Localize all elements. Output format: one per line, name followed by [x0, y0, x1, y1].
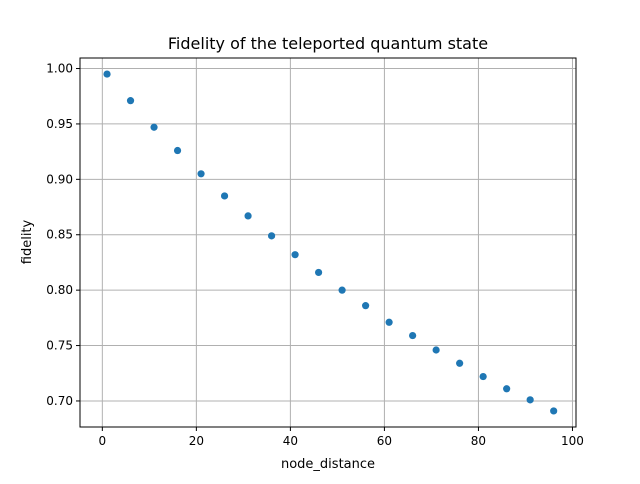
data-point: [456, 359, 464, 367]
data-point: [314, 268, 323, 277]
data-point: [150, 123, 158, 131]
data-point: [338, 286, 346, 294]
x-tick-label: 0: [99, 434, 107, 448]
y-tick-label: 0.80: [46, 283, 73, 297]
x-tick-label: 20: [189, 434, 204, 448]
data-point: [197, 170, 205, 178]
chart-title: Fidelity of the teleported quantum state: [168, 34, 488, 53]
data-point: [267, 232, 276, 240]
x-tick-label: 80: [471, 434, 486, 448]
x-axis-label: node_distance: [281, 457, 375, 472]
y-axis-ticks: 0.70 0.75 0.80 0.85 0.90 0.95 1.00: [46, 62, 80, 408]
x-tick-label: 100: [561, 434, 584, 448]
data-point: [432, 346, 440, 354]
data-point: [126, 97, 135, 105]
y-tick-label: 0.75: [46, 339, 73, 353]
data-point: [526, 396, 534, 404]
data-point: [550, 407, 558, 415]
y-axis-label: fidelity: [20, 219, 35, 264]
data-point: [479, 372, 487, 381]
y-tick-label: 1.00: [46, 62, 73, 76]
data-point: [385, 318, 393, 326]
plot-frame: [79, 57, 577, 428]
data-points: [103, 70, 558, 415]
data-point: [103, 70, 111, 78]
y-tick-label: 0.70: [46, 394, 73, 408]
data-point: [291, 251, 299, 259]
data-point: [409, 331, 417, 340]
y-tick-label: 0.90: [46, 172, 73, 186]
x-axis-ticks: 0 20 40 60 80 100: [99, 427, 584, 448]
y-tick-label: 0.95: [46, 117, 73, 131]
plot-area: [80, 58, 576, 427]
y-tick-label: 0.85: [46, 228, 73, 242]
x-tick-label: 40: [283, 434, 298, 448]
x-tick-label: 60: [377, 434, 392, 448]
grid-lines: [80, 58, 576, 427]
data-point: [220, 192, 229, 200]
data-point: [244, 212, 252, 220]
data-point: [362, 302, 370, 310]
data-point: [503, 385, 511, 393]
data-point: [173, 146, 182, 155]
